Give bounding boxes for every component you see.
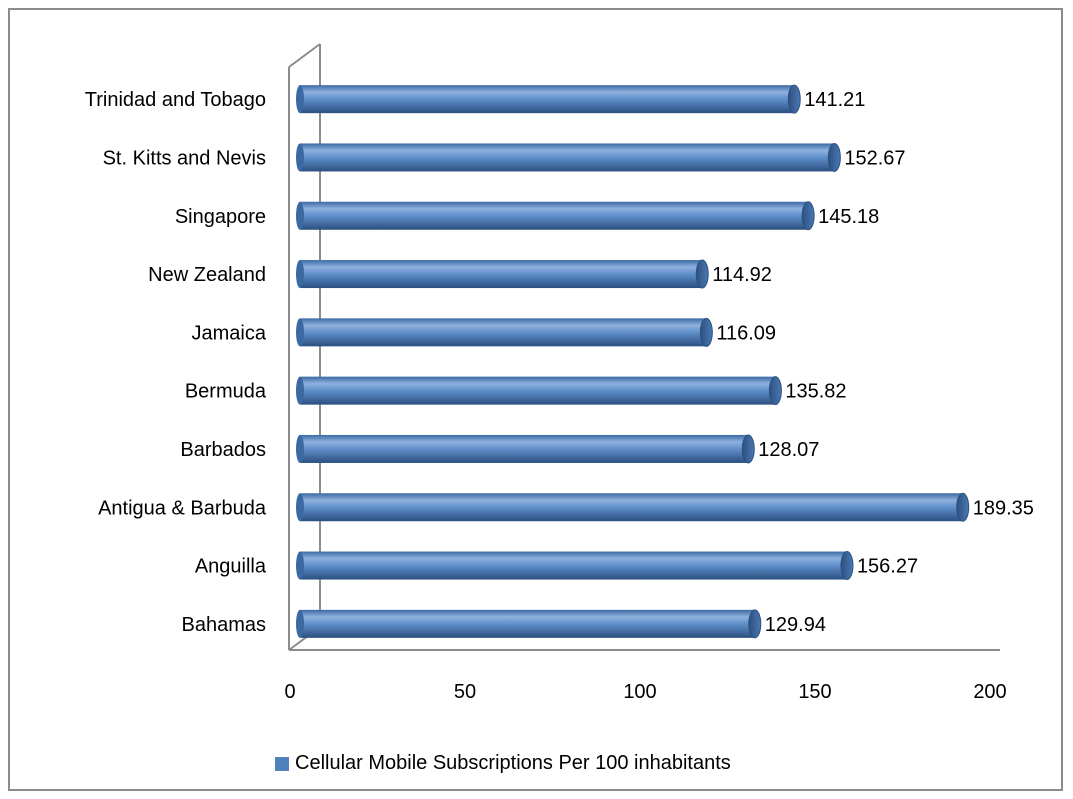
bar — [300, 609, 755, 638]
bar-base-cap — [296, 85, 304, 114]
bar-end-cap — [787, 84, 801, 114]
x-tick-label: 100 — [623, 681, 656, 703]
x-tick-label: 50 — [454, 681, 476, 703]
x-tick-labels-group: 0 50 100 150 200 — [284, 681, 1006, 703]
bar-end-cap — [840, 551, 854, 581]
category-labels-group: Bahamas Anguilla Antigua & Barbuda Barbados… — [85, 89, 267, 636]
data-label: 141.21 — [804, 89, 865, 111]
bar-end-cap — [695, 259, 709, 289]
legend-label: Cellular Mobile Subscriptions Per 100 in… — [295, 752, 731, 774]
category-label: Trinidad and Tobago — [85, 89, 266, 111]
category-label: Anguilla — [195, 556, 267, 578]
bar-base-cap — [296, 609, 304, 638]
data-label: 135.82 — [785, 381, 846, 403]
category-label: New Zealand — [148, 264, 266, 286]
bar — [300, 260, 703, 289]
bar-base-cap — [296, 201, 304, 230]
bar-base-cap — [296, 376, 304, 405]
bar — [300, 434, 749, 463]
data-label: 128.07 — [758, 439, 819, 461]
bar-end-cap — [956, 492, 970, 522]
bar — [300, 551, 847, 580]
data-label: 116.09 — [716, 322, 776, 344]
bar-base-cap — [296, 143, 304, 172]
bar — [300, 376, 776, 405]
bar-end-cap — [768, 376, 782, 406]
x-tick-label: 0 — [284, 681, 295, 703]
category-label: Antigua & Barbuda — [98, 497, 267, 519]
bar-base-cap — [296, 318, 304, 347]
bar-end-cap — [801, 201, 815, 231]
legend-swatch — [275, 756, 289, 771]
bar — [300, 201, 809, 230]
data-label: 156.27 — [857, 556, 918, 578]
category-label: Jamaica — [192, 322, 267, 344]
data-label: 129.94 — [765, 614, 826, 636]
bar-base-cap — [296, 551, 304, 580]
category-label: Singapore — [175, 206, 266, 228]
category-label: Barbados — [180, 439, 266, 461]
data-label: 145.18 — [818, 206, 879, 228]
x-tick-label: 200 — [973, 681, 1006, 703]
bar-base-cap — [296, 434, 304, 463]
data-label: 114.92 — [712, 264, 772, 286]
category-label: Bermuda — [185, 381, 267, 403]
axis-back-top-edge — [288, 43, 321, 68]
bar-base-cap — [296, 493, 304, 522]
bar-base-cap — [296, 260, 304, 289]
bar — [300, 143, 835, 172]
bar-end-cap — [741, 434, 755, 464]
category-label: Bahamas — [182, 614, 267, 636]
bars-group — [296, 84, 970, 639]
legend: Cellular Mobile Subscriptions Per 100 in… — [275, 752, 731, 775]
bar-end-cap — [699, 317, 713, 347]
bar — [300, 318, 707, 347]
data-label: 189.35 — [973, 497, 1034, 519]
bar — [300, 493, 963, 522]
bar-end-cap — [748, 609, 762, 639]
bar-end-cap — [827, 142, 841, 172]
bar — [300, 85, 795, 114]
category-label: St. Kitts and Nevis — [103, 147, 266, 169]
data-labels-group: 129.94 156.27 189.35 128.07 135.82 116.09 114.… — [712, 89, 1034, 636]
data-label: 152.67 — [844, 147, 905, 169]
x-tick-label: 150 — [798, 681, 831, 703]
